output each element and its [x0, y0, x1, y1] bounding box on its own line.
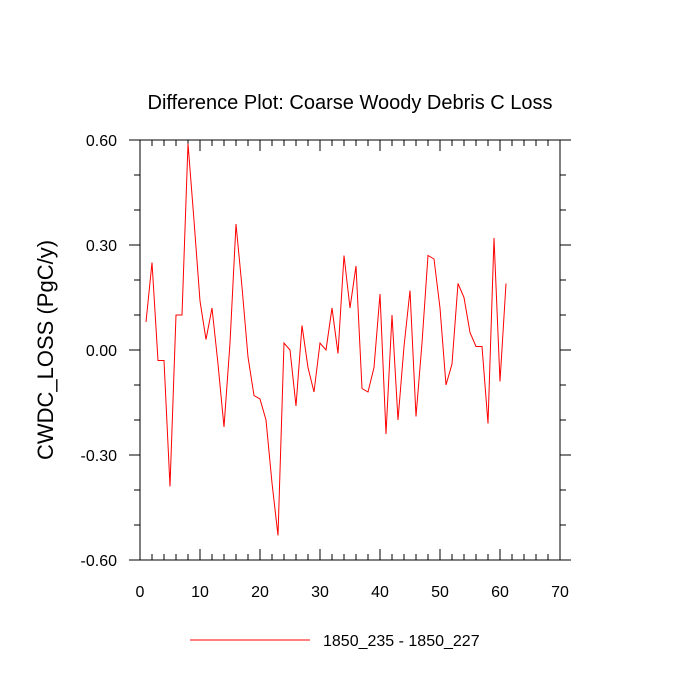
y-tick-label: -0.60	[81, 553, 118, 570]
y-tick-label: 0.30	[86, 238, 117, 255]
y-tick-label: 0.00	[86, 343, 117, 360]
x-tick-label: 70	[551, 584, 569, 601]
chart-title: Difference Plot: Coarse Woody Debris C L…	[148, 92, 553, 114]
y-tick-label: 0.60	[86, 133, 117, 150]
x-tick-label: 60	[491, 584, 509, 601]
y-axis-label: CWDC_LOSS (PgC/y)	[33, 240, 58, 460]
x-tick-label: 10	[191, 584, 209, 601]
y-axis-ticks: -0.60 -0.30 0.00 0.30 0.60	[81, 133, 571, 570]
legend: 1850_235 - 1850_227	[190, 633, 480, 650]
x-tick-label: 30	[311, 584, 329, 601]
legend-label: 1850_235 - 1850_227	[323, 633, 480, 650]
series-line	[145, 143, 507, 536]
x-tick-label: 20	[251, 584, 269, 601]
x-tick-label: 0	[136, 584, 145, 601]
x-tick-label: 50	[431, 584, 449, 601]
plot-frame	[139, 139, 561, 561]
x-axis-ticks: 0 10 20 30 40 50 60 70	[136, 140, 569, 601]
x-tick-label: 40	[371, 584, 389, 601]
series-layer	[145, 143, 507, 536]
y-tick-label: -0.30	[81, 448, 118, 465]
